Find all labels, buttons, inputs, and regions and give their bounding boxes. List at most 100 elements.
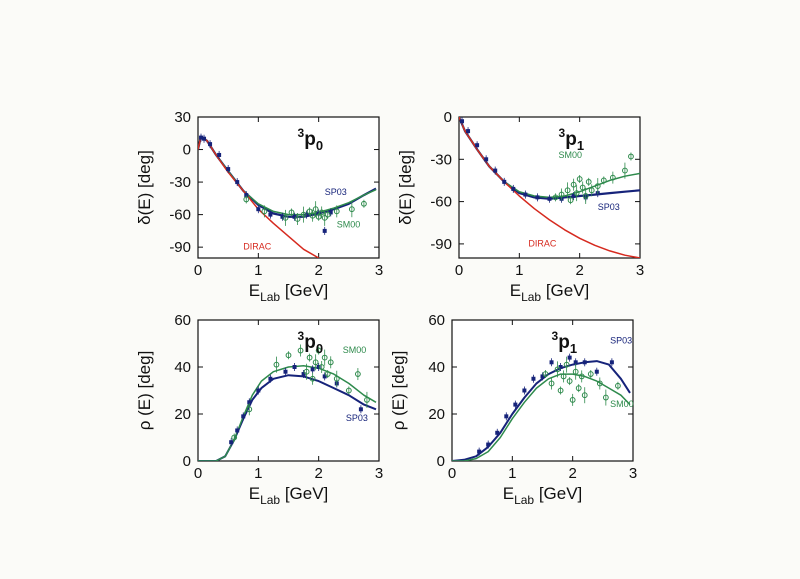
sp03-data-point [531, 376, 536, 381]
sm00-data-point [572, 368, 579, 375]
sp03-data-point [573, 360, 578, 365]
x-tick-label: 0 [455, 262, 463, 279]
sp03-data-point [301, 372, 306, 377]
sm00-data-point [578, 373, 585, 380]
sm00-data-point [600, 177, 607, 184]
plot-frame [451, 319, 634, 462]
wave-label-sup: 3 [298, 329, 305, 343]
sm00-data-point [309, 375, 316, 382]
sp03-data-point [594, 369, 599, 374]
sm00-data-point [306, 354, 313, 361]
sm00-data-point [581, 392, 588, 399]
sp03-data-point [280, 214, 285, 219]
series-line-dirac [459, 117, 640, 258]
sm00-data-point [564, 187, 571, 194]
x-axis-label-sub: Lab [260, 493, 280, 507]
sp03-data-point [549, 360, 554, 365]
sm00-data-point [333, 208, 340, 215]
sm00-data-point [582, 193, 589, 199]
sm00-data-point [324, 371, 331, 377]
sm00-data-point [354, 371, 361, 377]
sp03-data-point [477, 449, 482, 454]
sp03-data-point [535, 195, 540, 200]
y-tick-label: -60 [169, 207, 191, 224]
y-tick-label: 20 [174, 406, 191, 423]
sp03-data-point [247, 400, 252, 405]
y-tick-label: -30 [430, 151, 452, 168]
y-tick-label: 40 [428, 359, 445, 376]
sm00-data-point [552, 194, 559, 201]
wave-label-main: p [565, 129, 577, 150]
sp03-data-point [226, 167, 231, 172]
sp03-data-point [504, 414, 509, 419]
wave-label-main: p [558, 332, 570, 353]
x-axis-label-main: E [249, 484, 260, 503]
sm00-data-point [318, 209, 325, 216]
sp03-data-point [310, 367, 315, 372]
x-axis-label-unit: [GeV] [280, 281, 328, 300]
x-tick-label: 3 [636, 262, 644, 279]
y-tick-label: 60 [174, 312, 191, 329]
sm00-data-point [321, 214, 328, 221]
sp03-data-point [202, 136, 207, 141]
sm00-data-point [570, 181, 577, 188]
sp03-data-point [540, 374, 545, 379]
sp03-data-point [567, 355, 572, 360]
sm00-data-point [587, 371, 594, 377]
curve-label-sm00: SM00 [559, 150, 583, 160]
sm00-data-point [569, 397, 576, 403]
sm00-data-point [273, 361, 280, 368]
x-axis-label-unit: [GeV] [534, 484, 582, 503]
sp03-data-point [486, 442, 491, 447]
wave-label: 3p1 [552, 329, 578, 356]
y-tick-label: 60 [428, 312, 445, 329]
x-tick-label: 1 [254, 262, 262, 279]
wave-label-main: p [304, 129, 316, 150]
sm00-data-point [588, 187, 595, 194]
sp03-data-point [199, 135, 204, 140]
curve-label-sp03: SP03 [598, 202, 620, 212]
sm00-data-point [306, 208, 313, 215]
sp03-data-point [322, 374, 327, 379]
sm00-data-point [566, 378, 573, 385]
x-axis-label-main: E [503, 484, 514, 503]
sm00-data-point [282, 214, 289, 221]
sm00-data-point [361, 200, 367, 207]
sp03-data-point [241, 414, 246, 419]
wave-label-sub: 1 [570, 341, 577, 356]
sp03-data-point [292, 214, 297, 219]
sm00-data-point [312, 206, 319, 213]
sm00-data-point [321, 354, 328, 361]
sm00-data-point [312, 359, 319, 366]
sm00-data-point [615, 382, 621, 389]
y-tick-label: 40 [174, 359, 191, 376]
sm00-data-point [628, 153, 634, 160]
wave-label-sup: 3 [298, 126, 305, 140]
x-tick-label: 3 [375, 262, 383, 279]
y-tick-label: -30 [169, 174, 191, 191]
sm00-data-point [243, 196, 250, 203]
sm00-data-point [309, 212, 316, 219]
y-tick-label: 0 [183, 453, 191, 470]
sp03-data-point [466, 129, 471, 134]
x-tick-label: 2 [568, 465, 576, 482]
plot-frame [197, 116, 380, 259]
sm00-data-point [300, 211, 307, 218]
x-axis-label-unit: [GeV] [280, 484, 328, 503]
sm00-data-point [297, 347, 304, 354]
sm00-data-point [622, 167, 628, 174]
curve-label-sm00: SM00 [337, 220, 361, 230]
sm00-data-point [573, 190, 580, 197]
sp03-data-point [460, 119, 465, 124]
sp03-data-point [511, 186, 516, 191]
sm00-data-point [333, 375, 340, 382]
sm00-data-point [294, 216, 301, 222]
sm00-data-point [560, 373, 567, 380]
x-axis-label: ELab [GeV] [249, 484, 329, 507]
curve-label-dirac: DIRAC [243, 241, 272, 251]
x-tick-label: 0 [194, 465, 202, 482]
sp03-data-point [292, 365, 297, 369]
sp03-data-point [322, 228, 327, 233]
sp03-data-point [558, 365, 563, 369]
